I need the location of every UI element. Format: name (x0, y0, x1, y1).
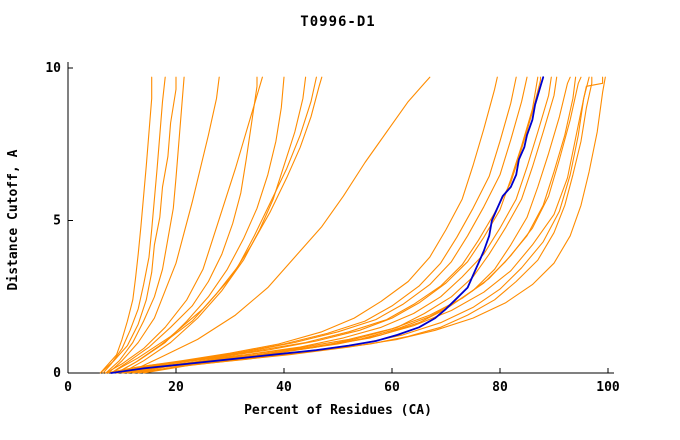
chart-title: T0996-D1 (300, 14, 375, 30)
series-model-04 (105, 76, 185, 374)
series-model-02 (102, 76, 166, 374)
plot-axes: 0 20 40 60 80 100 0 5 10 (45, 61, 620, 395)
series-model-23 (110, 76, 517, 374)
x-tick-label: 0 (64, 380, 72, 395)
series-model-11 (110, 76, 323, 374)
plot-series (99, 76, 606, 374)
series-model-06 (110, 76, 258, 374)
series-model-25 (132, 76, 606, 374)
series-model-01 (99, 76, 153, 374)
y-axis-label: Distance Cutoff, A (6, 149, 21, 290)
x-tick-label: 40 (276, 380, 292, 395)
series-highlighted-model (110, 76, 545, 374)
series-model-21 (132, 76, 582, 374)
series-model-07 (105, 76, 263, 374)
x-tick-label: 100 (596, 380, 620, 395)
x-axis-label: Percent of Residues (CA) (244, 403, 432, 418)
series-model-22 (143, 76, 590, 374)
x-tick-label: 60 (384, 380, 400, 395)
series-model-26 (105, 76, 498, 374)
y-tick-label: 0 (53, 366, 61, 381)
series-model-10 (116, 76, 317, 374)
x-tick-label: 20 (168, 380, 184, 395)
x-tick-label: 80 (492, 380, 508, 395)
series-model-12 (126, 76, 431, 374)
series-model-03 (99, 76, 177, 374)
y-tick-label: 10 (45, 61, 61, 76)
series-model-24 (116, 76, 528, 374)
y-tick-label: 5 (53, 214, 61, 229)
series-model-17 (121, 76, 558, 374)
series-model-05 (107, 76, 220, 374)
series-model-20 (121, 76, 539, 374)
